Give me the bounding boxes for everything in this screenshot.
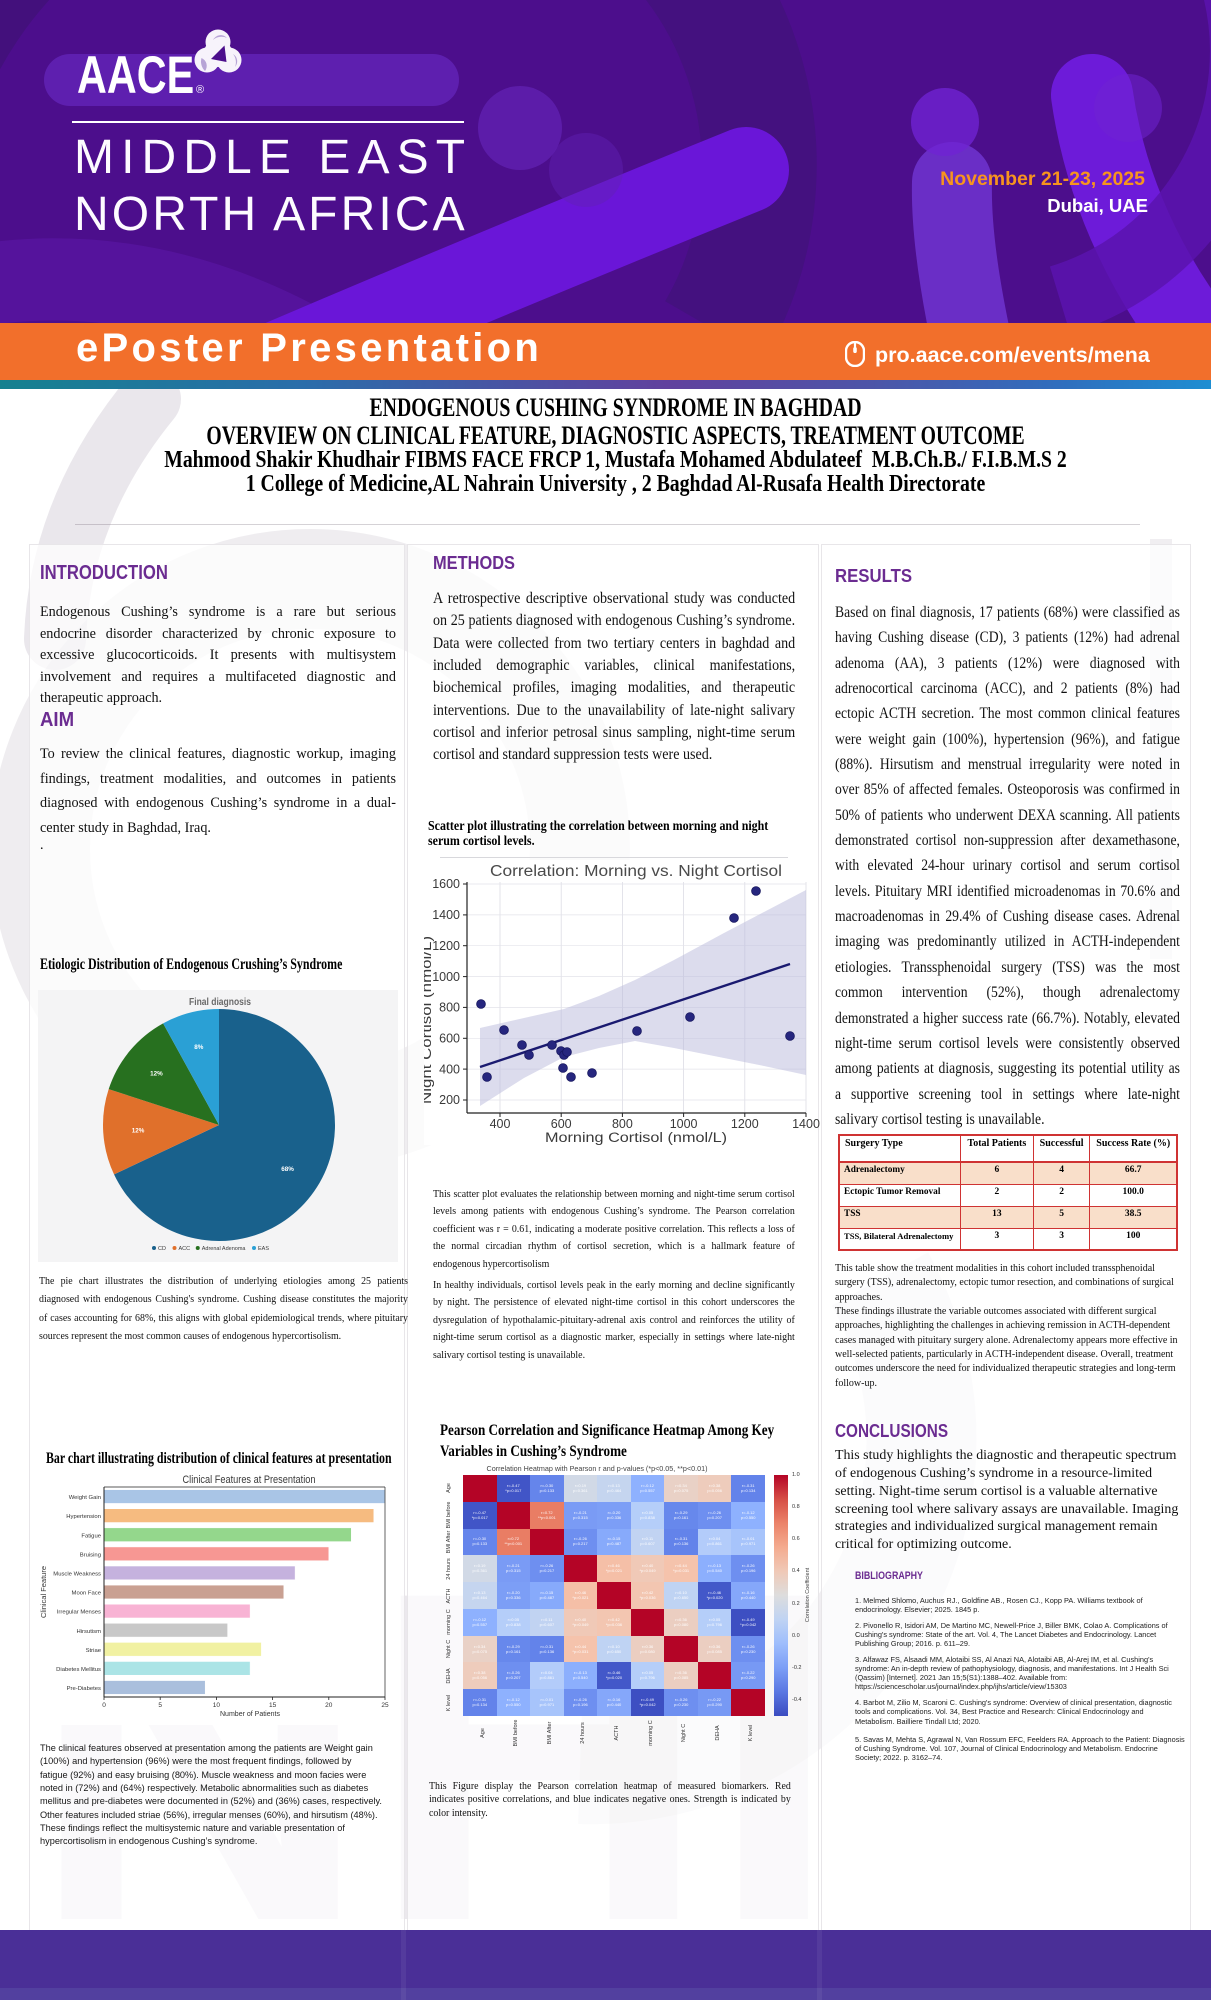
svg-text:1600: 1600 — [432, 877, 460, 891]
svg-text:EAS: EAS — [258, 1246, 269, 1252]
svg-text:20: 20 — [325, 1702, 333, 1709]
svg-text:Weight Gain: Weight Gain — [69, 1495, 101, 1501]
svg-text:Bruising: Bruising — [80, 1552, 101, 1558]
svg-text:0: 0 — [102, 1702, 106, 1709]
svg-text:800: 800 — [439, 1001, 460, 1015]
svg-text:Clinical Feature: Clinical Feature — [41, 1566, 48, 1618]
svg-text:1400: 1400 — [792, 1117, 820, 1131]
svg-text:Adrenal Adenoma: Adrenal Adenoma — [202, 1246, 247, 1252]
svg-text:Hypertension: Hypertension — [66, 1514, 101, 1520]
svg-text:Moon Face: Moon Face — [72, 1591, 102, 1597]
svg-text:600: 600 — [439, 1032, 460, 1046]
svg-text:1400: 1400 — [432, 908, 460, 922]
svg-text:Striae: Striae — [86, 1648, 102, 1654]
svg-text:12%: 12% — [150, 1071, 163, 1078]
svg-text:12%: 12% — [132, 1128, 145, 1135]
svg-text:400: 400 — [490, 1117, 511, 1131]
svg-text:Irregular Menses: Irregular Menses — [57, 1610, 101, 1616]
svg-text:1000: 1000 — [432, 970, 460, 984]
svg-text:Diabetes Mellitus: Diabetes Mellitus — [56, 1667, 101, 1673]
svg-text:200: 200 — [439, 1093, 460, 1107]
svg-text:1200: 1200 — [432, 939, 460, 953]
svg-text:Hirsutism: Hirsutism — [76, 1629, 101, 1635]
svg-text:68%: 68% — [281, 1166, 294, 1173]
svg-text:10: 10 — [213, 1702, 221, 1709]
svg-text:1000: 1000 — [670, 1117, 698, 1131]
svg-text:15: 15 — [269, 1702, 277, 1709]
svg-text:5: 5 — [158, 1702, 162, 1709]
svg-text:ACC: ACC — [179, 1246, 191, 1252]
svg-text:800: 800 — [612, 1117, 633, 1131]
svg-text:Correlation: Morning vs. Night: Correlation: Morning vs. Night Cortisol — [490, 863, 782, 880]
svg-text:1200: 1200 — [731, 1117, 759, 1131]
svg-text:Final diagnosis: Final diagnosis — [189, 997, 251, 1008]
svg-text:Pre-Diabetes: Pre-Diabetes — [67, 1686, 101, 1692]
svg-text:8%: 8% — [194, 1044, 204, 1051]
svg-text:Morning Cortisol (nmol/L): Morning Cortisol (nmol/L) — [545, 1130, 727, 1145]
svg-text:25: 25 — [381, 1702, 389, 1709]
svg-text:Clinical Features at Presentat: Clinical Features at Presentation — [183, 1474, 316, 1486]
svg-text:Fatigue: Fatigue — [81, 1533, 101, 1539]
svg-text:Muscle Weakness: Muscle Weakness — [53, 1572, 101, 1578]
svg-text:600: 600 — [551, 1117, 572, 1131]
svg-text:Night Cortisol (nmol/L): Night Cortisol (nmol/L) — [424, 936, 434, 1104]
svg-text:Number of Patients: Number of Patients — [220, 1709, 280, 1718]
svg-text:CD: CD — [158, 1246, 166, 1252]
svg-text:400: 400 — [439, 1062, 460, 1076]
